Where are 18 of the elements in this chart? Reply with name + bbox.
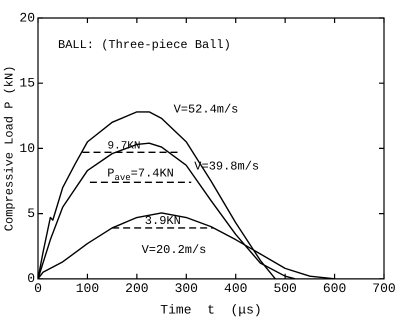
x-tick-label: 700 xyxy=(372,281,396,296)
x-axis-title: Time t (μs) xyxy=(160,302,262,318)
y-tick-label: 5 xyxy=(27,206,36,222)
y-axis-title: Compressive Load P (kN) xyxy=(2,66,16,232)
x-tick-label: 200 xyxy=(125,281,149,296)
y-tick-label: 10 xyxy=(19,140,36,156)
series-label: 3.9KN xyxy=(144,214,181,228)
y-tick-label: 0 xyxy=(27,271,36,286)
x-tick-label: 600 xyxy=(322,281,346,296)
x-tick-label: 100 xyxy=(76,281,100,296)
series-label: V=20.2m/s xyxy=(142,242,206,257)
annotation: BALL: (Three-piece Ball) xyxy=(58,38,231,52)
y-tick-label: 20 xyxy=(19,10,36,26)
series-label: V=52.4m/s xyxy=(174,102,238,116)
x-tick-label: 500 xyxy=(273,281,297,296)
x-tick-label: 300 xyxy=(174,281,198,296)
x-tick-label: 400 xyxy=(224,281,248,296)
y-tick-label: 15 xyxy=(19,76,36,91)
